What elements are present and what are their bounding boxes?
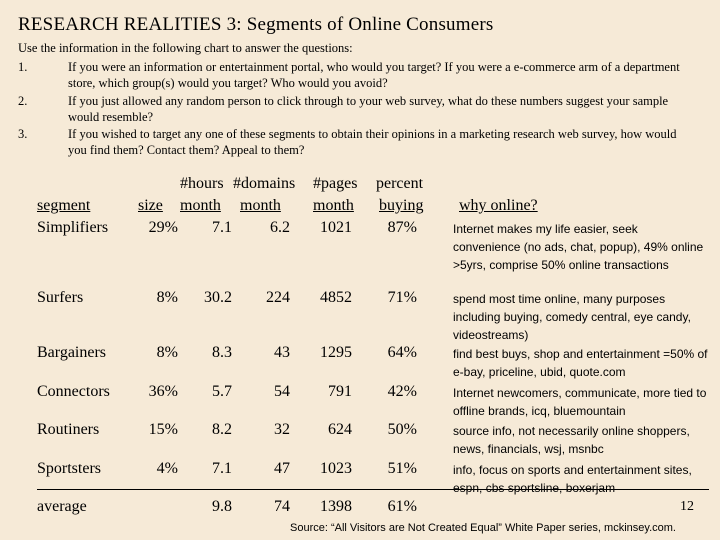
hours-per-month: 5.7 xyxy=(212,383,232,400)
percent-buying: 71% xyxy=(387,289,417,306)
segment-name: Surfers xyxy=(37,289,84,306)
segment-size: 15% xyxy=(148,421,178,438)
source-citation: Source: “All Visitors are Not Created Eq… xyxy=(290,522,676,534)
pages-per-month: 4852 xyxy=(320,289,352,306)
question-number: 1. xyxy=(18,60,28,74)
question-number: 3. xyxy=(18,127,28,141)
why-online-text: find best buys, shop and entertainment =… xyxy=(453,347,708,379)
segment-size: 4% xyxy=(156,460,178,477)
instructions-text: Use the information in the following cha… xyxy=(18,41,353,55)
segment-size: 8% xyxy=(156,344,178,361)
domains-per-month: 74 xyxy=(274,498,290,515)
header-pages-month: month xyxy=(313,197,354,214)
why-online-text: Internet newcomers, communicate, more ti… xyxy=(453,386,707,418)
hours-per-month: 8.3 xyxy=(212,344,232,361)
domains-per-month: 43 xyxy=(274,344,290,361)
percent-buying: 51% xyxy=(387,460,417,477)
why-online-text: source info, not necessarily online shop… xyxy=(453,424,690,456)
header-hours: #hours xyxy=(180,175,224,192)
pages-per-month: 791 xyxy=(328,383,352,400)
why-online-text: info, focus on sports and entertainment … xyxy=(453,463,692,495)
hours-per-month: 7.1 xyxy=(212,219,232,236)
segment-name: average xyxy=(37,498,87,515)
pages-per-month: 1023 xyxy=(320,460,352,477)
why-online-text: Internet makes my life easier, seek conv… xyxy=(453,222,704,272)
question-text: If you just allowed any random person to… xyxy=(68,94,669,124)
header-domains-month: month xyxy=(240,197,281,214)
domains-per-month: 32 xyxy=(274,421,290,438)
header-buying: buying xyxy=(379,197,424,214)
pages-per-month: 1021 xyxy=(320,219,352,236)
hours-per-month: 30.2 xyxy=(204,289,232,306)
segment-size: 36% xyxy=(148,383,178,400)
segment-size: 29% xyxy=(148,219,178,236)
domains-per-month: 6.2 xyxy=(270,219,290,236)
pages-per-month: 1295 xyxy=(320,344,352,361)
segment-name: Simplifiers xyxy=(37,219,109,236)
hours-per-month: 7.1 xyxy=(212,460,232,477)
page-title: RESEARCH REALITIES 3: Segments of Online… xyxy=(18,14,494,35)
header-segment: segment xyxy=(37,197,91,214)
header-size: size xyxy=(138,197,163,214)
percent-buying: 50% xyxy=(387,421,417,438)
segment-name: Connectors xyxy=(37,383,110,400)
header-why-online: why online? xyxy=(459,197,538,214)
domains-per-month: 54 xyxy=(274,383,290,400)
segment-name: Bargainers xyxy=(37,344,107,361)
domains-per-month: 224 xyxy=(266,289,290,306)
segment-size: 8% xyxy=(156,289,178,306)
pages-per-month: 624 xyxy=(328,421,352,438)
question-number: 2. xyxy=(18,94,28,108)
question-text: If you wished to target any one of these… xyxy=(68,127,677,157)
header-hours-month: month xyxy=(180,197,221,214)
header-percent: percent xyxy=(376,175,424,192)
percent-buying: 42% xyxy=(387,383,417,400)
hours-per-month: 8.2 xyxy=(212,421,232,438)
table-divider xyxy=(37,489,709,490)
segment-name: Sportsters xyxy=(37,460,101,477)
header-domains: #domains xyxy=(233,175,296,192)
pages-per-month: 1398 xyxy=(320,498,352,515)
page-number: 12 xyxy=(680,499,694,514)
hours-per-month: 9.8 xyxy=(212,498,232,515)
percent-buying: 61% xyxy=(387,498,417,515)
domains-per-month: 47 xyxy=(274,460,290,477)
segment-name: Routiners xyxy=(37,421,100,438)
percent-buying: 87% xyxy=(387,219,417,236)
percent-buying: 64% xyxy=(387,344,417,361)
header-pages: #pages xyxy=(313,175,358,192)
why-online-text: spend most time online, many purposes in… xyxy=(453,292,691,342)
question-text: If you were an information or entertainm… xyxy=(68,60,680,90)
